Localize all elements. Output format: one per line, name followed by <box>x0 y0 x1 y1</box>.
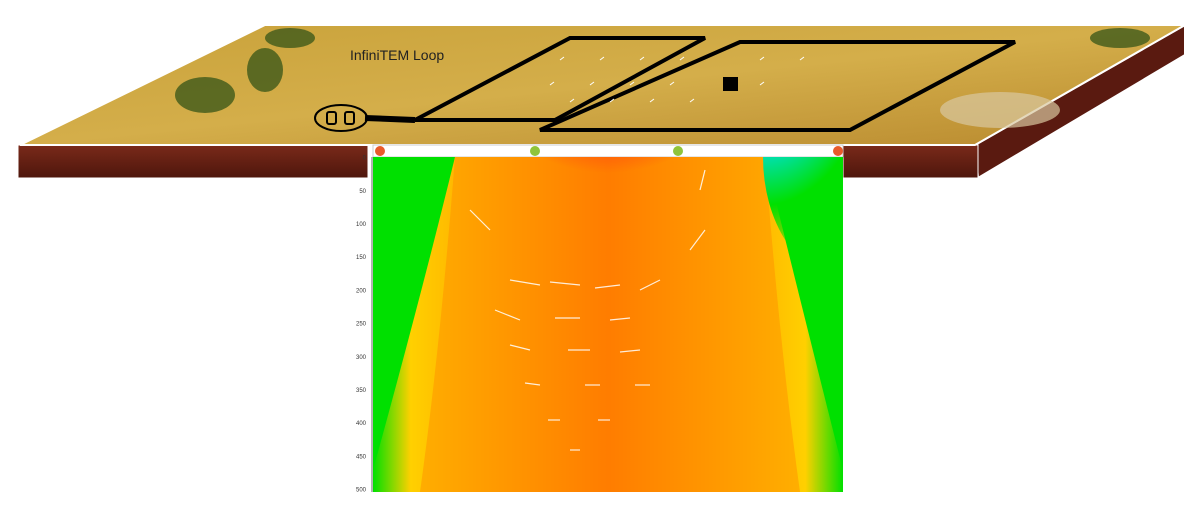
depth-label: 500 <box>356 488 367 494</box>
depth-label: 200 <box>356 288 367 294</box>
depth-label: 50 <box>359 189 366 195</box>
surface-grid <box>549 56 805 103</box>
clearing <box>940 92 1060 128</box>
markers <box>375 146 843 156</box>
loops <box>364 36 1016 132</box>
transmitter <box>314 104 368 132</box>
depth-label: 150 <box>356 255 367 261</box>
soil-left <box>17 144 369 179</box>
depth-label: 450 <box>356 454 367 460</box>
depth-label: 300 <box>356 355 367 361</box>
depth-label: 100 <box>356 222 367 228</box>
depth-label: 400 <box>356 421 367 427</box>
loop-label: InfiniTEM Loop <box>350 47 444 63</box>
depth-label: 0 <box>363 156 367 162</box>
field-section <box>373 157 843 492</box>
soil-right <box>842 144 979 179</box>
receiver <box>723 77 738 91</box>
depth-label: 250 <box>356 322 367 328</box>
depth-label: 350 <box>356 388 367 394</box>
vegetation <box>175 28 1150 113</box>
section-top <box>372 144 844 158</box>
